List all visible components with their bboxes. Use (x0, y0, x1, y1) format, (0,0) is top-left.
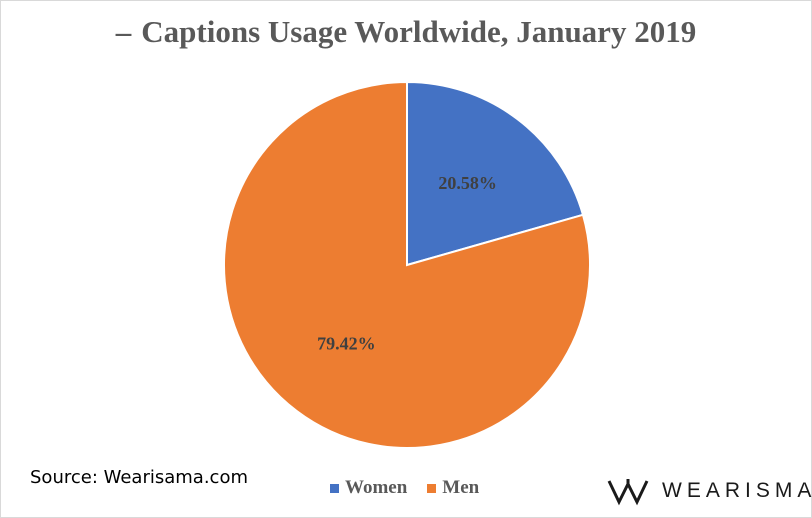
slice-women (406, 80, 585, 267)
legend-label-men: Men (442, 477, 480, 498)
slice-men (223, 80, 591, 449)
legend-item-men: Men (427, 477, 479, 499)
w-logo-icon (607, 479, 649, 506)
slice-label-women: 20.58% (438, 173, 497, 193)
logo-text: WEARISMA (662, 479, 812, 502)
slice-label-men: 79.42% (317, 333, 376, 353)
legend-swatch-women (330, 483, 339, 493)
legend-label-women: Women (345, 477, 408, 498)
legend: Women Men (330, 477, 479, 499)
title-marker: – (115, 14, 132, 49)
legend-item-women: Women (330, 477, 407, 499)
wearisma-logo: WEARISMA (606, 476, 812, 506)
source-note: Source: Wearisama.com (30, 467, 248, 488)
title-text: Captions Usage Worldwide, January 2019 (141, 14, 697, 49)
chart-title: – Captions Usage Worldwide, January 2019 (0, 14, 812, 50)
legend-swatch-men (427, 483, 437, 493)
